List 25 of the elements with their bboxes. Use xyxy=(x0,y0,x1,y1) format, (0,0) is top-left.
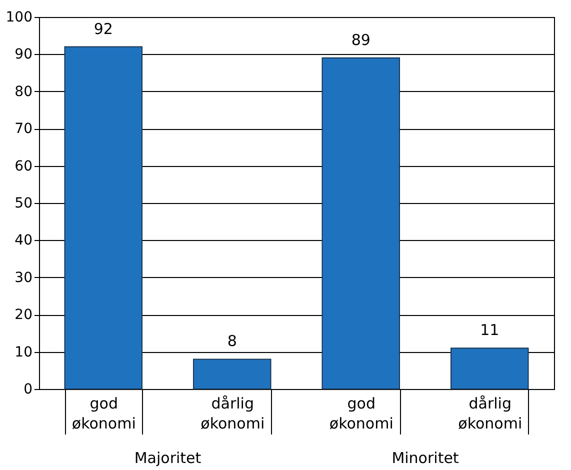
x-tick-label: god økonomi xyxy=(72,394,136,432)
y-tick-label: 10 xyxy=(14,344,32,360)
data-label: 92 xyxy=(94,20,113,38)
bar xyxy=(193,358,272,390)
text: Majoritet xyxy=(134,449,202,467)
bar xyxy=(450,348,529,390)
bar xyxy=(322,57,400,390)
data-label: 11 xyxy=(480,321,500,340)
y-tick-label: 90 xyxy=(14,46,32,63)
y-tick-label: 100 xyxy=(6,10,32,26)
y-tick-label: 0 xyxy=(24,382,32,398)
y-tick-label: 40 xyxy=(14,232,32,249)
data-label: 89 xyxy=(351,30,370,49)
y-tick-label: 70 xyxy=(14,121,32,138)
x-tick-label: dårlig økonomi xyxy=(200,394,265,432)
text: Minoritet xyxy=(392,449,459,467)
y-tick-label: 50 xyxy=(14,196,32,212)
x-tick-label: dårlig økonomi xyxy=(458,394,522,432)
y-tick-label: 20 xyxy=(14,307,32,324)
y-tick-label: 60 xyxy=(14,158,32,174)
bar xyxy=(64,46,142,390)
data-label: 8 xyxy=(227,332,237,350)
y-tick-label: 30 xyxy=(14,270,32,286)
x-tick-label: god økonomi xyxy=(329,394,394,432)
y-tick-label: 80 xyxy=(14,84,32,100)
